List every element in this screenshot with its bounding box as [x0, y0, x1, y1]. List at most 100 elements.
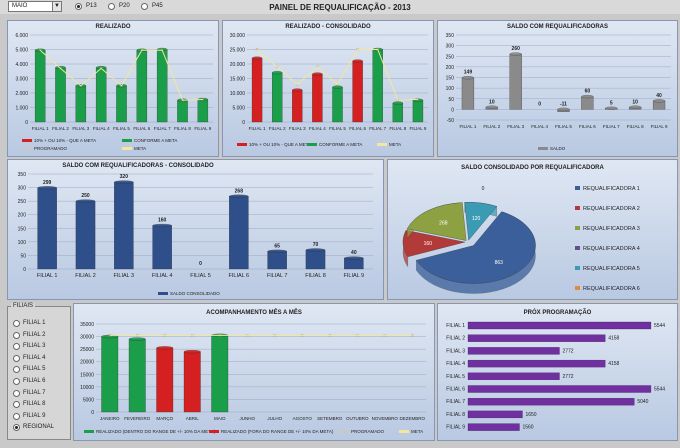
x-tick-label: MAIO — [214, 416, 226, 421]
x-tick-label: FILIAL 9 — [410, 126, 427, 131]
bar — [312, 74, 323, 123]
y-tick-label: 0 — [23, 267, 26, 273]
legend-swatch — [339, 430, 349, 433]
chart-title: PRÓX PROGRAMAÇÃO — [523, 310, 592, 316]
x-tick-label: FILIAL 9 — [194, 126, 211, 131]
x-tick-label: FILIAL 9 — [651, 124, 668, 129]
x-tick-label: FILIAL 5 — [555, 124, 572, 129]
bar-top — [95, 65, 107, 70]
y-tick-label: 10.000 — [230, 91, 246, 97]
data-label: 60 — [585, 89, 591, 95]
pie-slice-label: 268 — [439, 221, 448, 227]
data-label: 70 — [313, 242, 319, 248]
radio-icon[interactable] — [13, 424, 20, 432]
meta-marker: × — [316, 65, 320, 71]
chart-title: ACOMPANHAMENTO MÊS A MÊS — [206, 310, 302, 316]
bar-top — [485, 105, 498, 109]
month-value: MAIO — [12, 3, 28, 9]
data-label: 5 — [610, 100, 613, 106]
data-label: 0 — [199, 261, 202, 267]
radio-p13[interactable] — [75, 3, 82, 10]
legend-swatch — [538, 147, 548, 150]
bar-top — [332, 85, 343, 89]
bar — [211, 335, 229, 413]
radio-icon[interactable] — [13, 389, 20, 397]
bar-top — [37, 186, 57, 190]
filial-option-label: FILIAL 9 — [23, 412, 46, 419]
y-tick-label: 150 — [446, 76, 455, 82]
x-tick-label: DEZEMBRO — [399, 416, 425, 421]
legend-swatch — [575, 186, 580, 190]
radio-icon[interactable] — [13, 354, 20, 362]
bar — [34, 50, 46, 123]
bar-top — [305, 248, 326, 252]
meta-marker: × — [255, 48, 259, 54]
data-label: 5040 — [637, 399, 648, 405]
data-label: 40 — [656, 93, 662, 99]
radio-icon[interactable] — [13, 320, 20, 327]
meta-marker: × — [201, 98, 205, 104]
data-label: 320 — [120, 174, 129, 180]
bar — [37, 187, 57, 270]
y-tick-label: FILIAL 1 — [446, 323, 465, 329]
meta-marker: × — [273, 333, 277, 339]
x-tick-label: FILIAL 4 — [531, 124, 548, 129]
x-tick-label: FILIAL 7 — [369, 126, 386, 131]
legend-label: REQUALIFICADORA 4 — [583, 246, 640, 252]
data-label: 1650 — [525, 412, 536, 418]
x-tick-label: FILIAL 5 — [113, 126, 130, 131]
y-tick-label: 25.000 — [230, 48, 246, 54]
radio-p20[interactable] — [108, 3, 115, 10]
chart-title: SALDO COM REQUALIFICADORAS — [507, 24, 608, 30]
x-tick-label: FILIAL 6 — [133, 126, 150, 131]
bar — [467, 372, 560, 380]
x-tick-label: OUTUBRO — [346, 416, 369, 421]
x-tick-label: ABRIL — [186, 416, 200, 421]
radio-icon[interactable] — [13, 412, 20, 420]
meta-marker: × — [355, 333, 359, 339]
radio-p45-label: P45 — [152, 3, 163, 9]
meta-marker: × — [275, 65, 279, 71]
radio-icon[interactable] — [13, 343, 20, 351]
x-tick-label: FILIAL 9 — [344, 273, 365, 279]
x-tick-label: FILIAL 7 — [603, 124, 620, 129]
meta-marker: × — [181, 98, 185, 104]
bar-top — [183, 350, 201, 354]
radio-p45[interactable] — [141, 3, 148, 10]
pie-slice — [402, 230, 466, 257]
radio-icon[interactable] — [13, 366, 20, 374]
bar — [467, 347, 560, 355]
radio-icon[interactable] — [13, 331, 20, 339]
legend-label: SALDO CONSOLIDADO — [170, 291, 220, 296]
meta-line — [256, 49, 418, 101]
bar — [128, 338, 146, 413]
chevron-down-icon[interactable]: ▼ — [52, 1, 62, 12]
filiais-label: FILIAIS — [11, 303, 36, 309]
meta-marker: × — [59, 66, 63, 72]
panel-mes-a-mes: ACOMPANHAMENTO MÊS A MÊS 0 5000 10000 15000… — [73, 303, 435, 441]
legend-label: CONFORME A META — [319, 142, 362, 147]
bar-top — [55, 65, 66, 70]
y-tick-label: 30000 — [80, 335, 94, 341]
legend-label: 10% + OU 10% - QUE A META — [249, 142, 311, 147]
bar — [114, 181, 134, 270]
bar — [305, 249, 326, 270]
meta-marker: × — [38, 48, 42, 54]
meta-marker: × — [416, 97, 420, 103]
pie-slice — [416, 211, 536, 284]
legend-label: META — [134, 146, 146, 151]
radio-icon[interactable] — [13, 401, 20, 409]
radio-icon[interactable] — [13, 378, 20, 385]
y-tick-label: 2.000 — [15, 91, 28, 97]
meta-marker: × — [135, 333, 139, 339]
legend-swatch — [575, 246, 580, 250]
x-tick-label: JANEIRO — [100, 416, 120, 421]
y-tick-label: FILIAL 2 — [446, 336, 465, 342]
y-tick-label: 6.000 — [15, 33, 28, 39]
x-tick-label: JULHO — [267, 416, 282, 421]
bar — [332, 87, 343, 123]
legend-swatch — [575, 226, 580, 230]
x-tick-label: FILIAL 2 — [75, 273, 96, 279]
y-tick-label: 5000 — [83, 397, 94, 403]
